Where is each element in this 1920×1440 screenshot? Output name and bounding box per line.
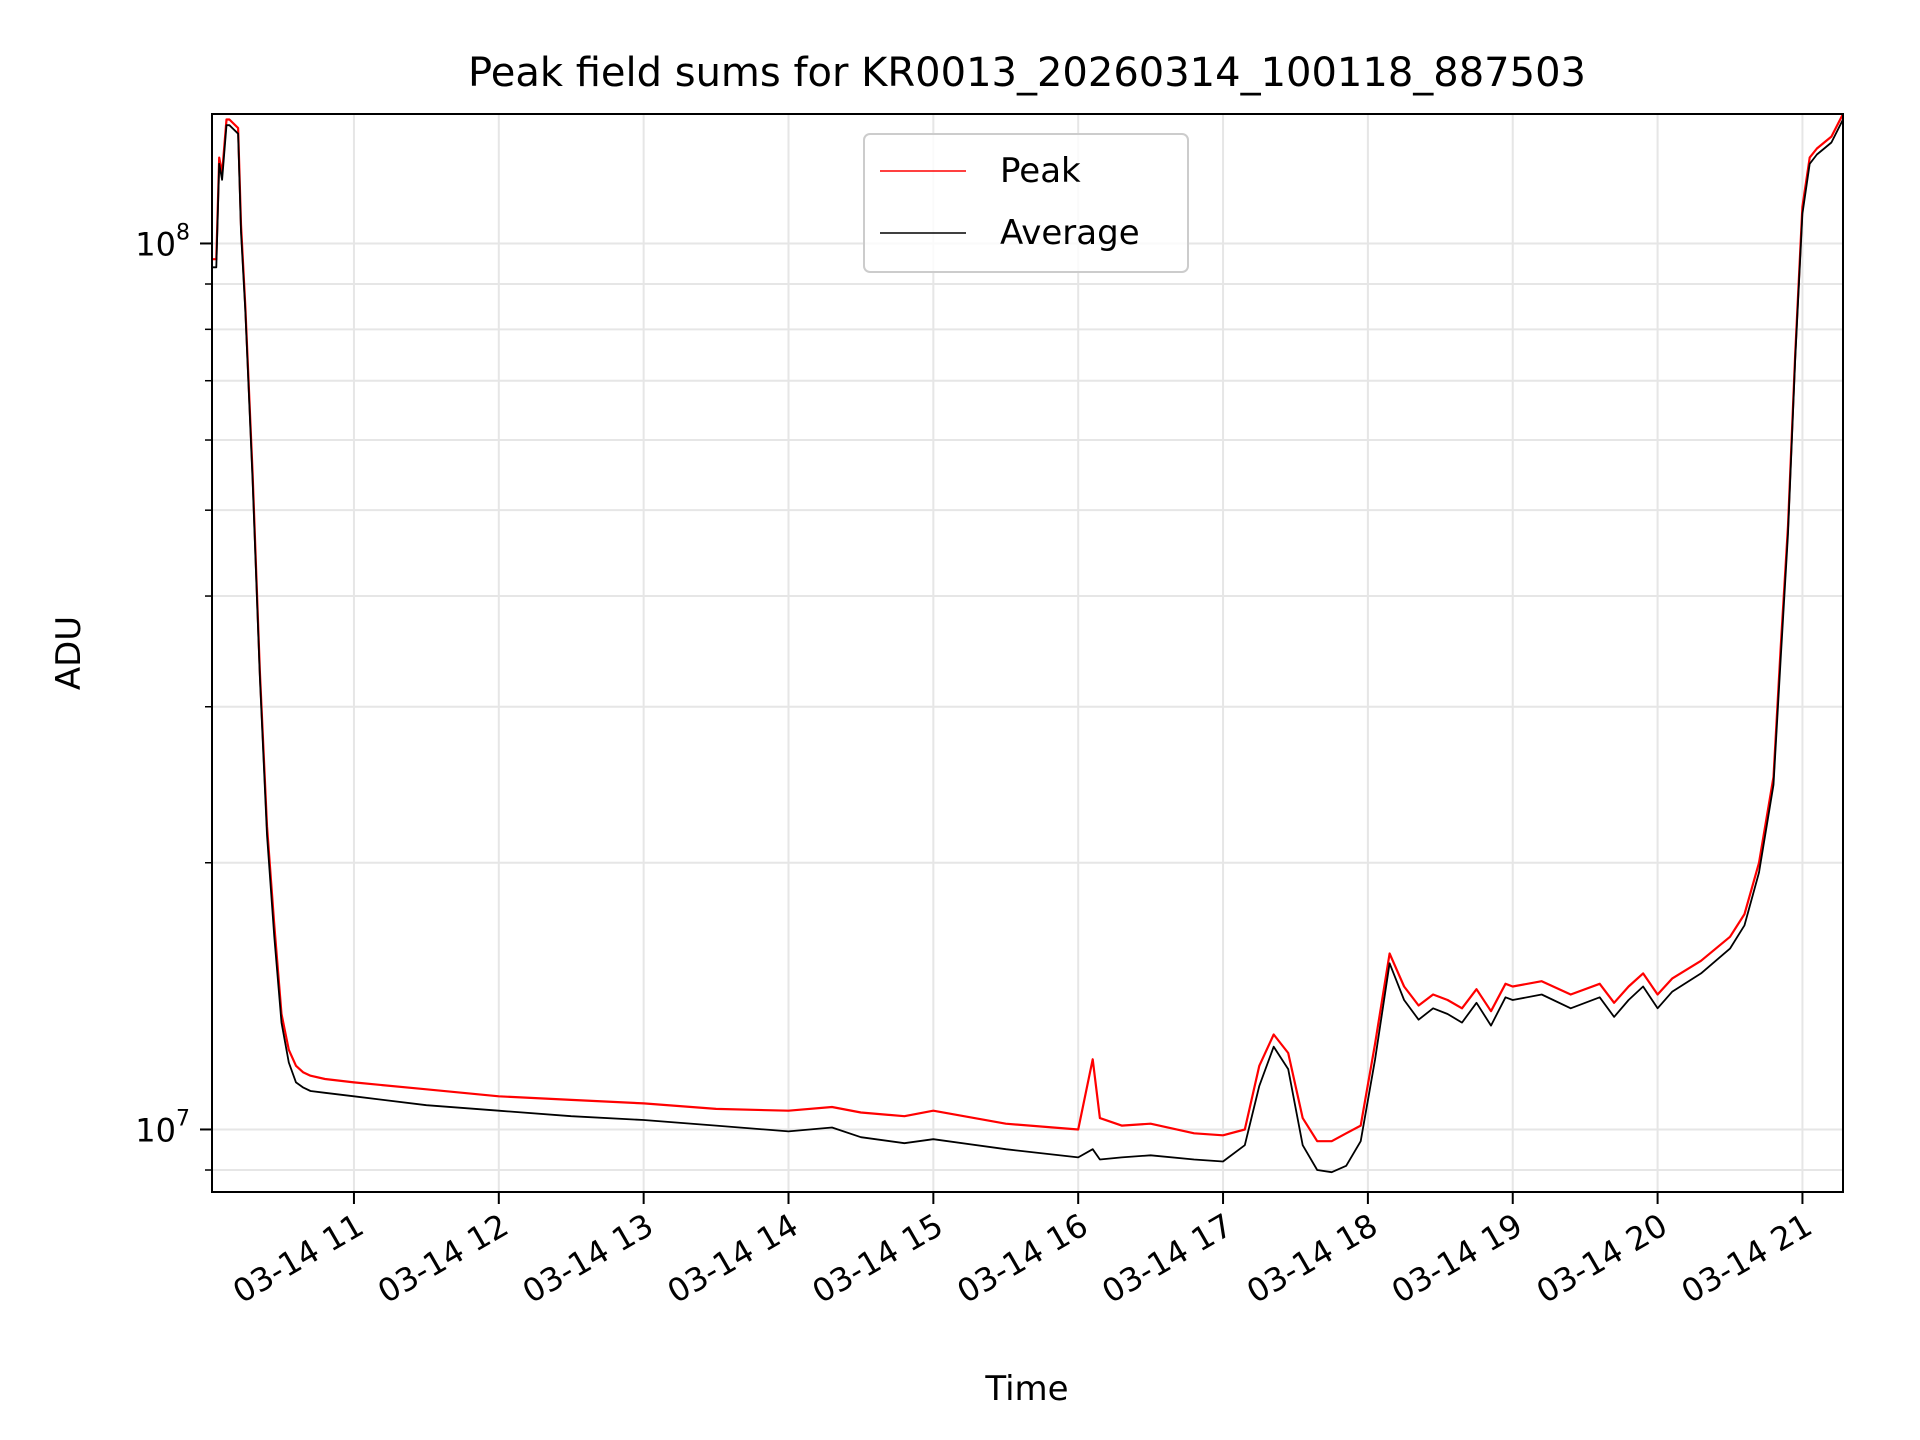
y-tick-exponent: 7 xyxy=(176,1106,190,1131)
y-tick-base: 10 xyxy=(135,1111,176,1149)
y-axis-label: ADU xyxy=(49,616,89,690)
legend-label-average: Average xyxy=(1000,213,1140,253)
series-layer xyxy=(212,113,1844,1174)
y-tick-base: 10 xyxy=(135,225,176,263)
series-line-average xyxy=(212,119,1844,1174)
chart-title: Peak field sums for KR0013_20260314_1001… xyxy=(468,50,1586,96)
series-line-peak xyxy=(212,113,1844,1143)
y-tick-label: 108 xyxy=(135,220,190,263)
legend: Peak Average xyxy=(863,133,1189,273)
y-tick-exponent: 8 xyxy=(176,220,190,245)
legend-label-peak: Peak xyxy=(1000,151,1081,191)
legend-box xyxy=(863,133,1189,273)
plot-frame xyxy=(211,113,1844,1193)
x-axis-label: Time xyxy=(984,1369,1068,1409)
y-tick-label: 107 xyxy=(135,1106,190,1149)
